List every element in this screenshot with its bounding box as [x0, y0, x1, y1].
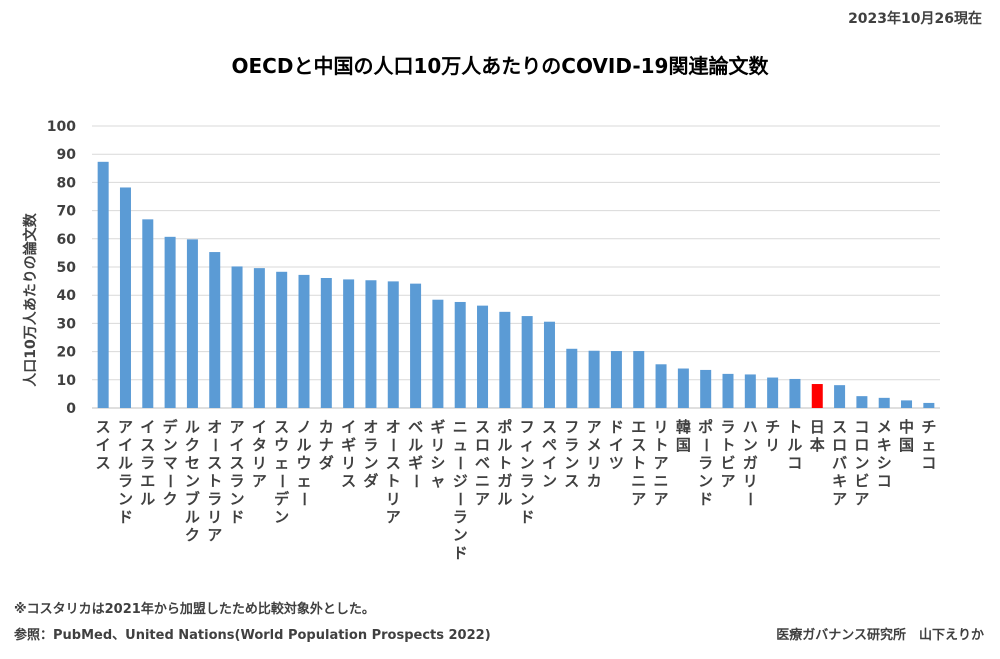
category-label: ポーランド — [696, 418, 715, 508]
y-tick-label: 30 — [57, 316, 77, 332]
category-label: イスラエル — [140, 418, 156, 508]
y-tick-label: 80 — [57, 175, 77, 191]
bar-ギリシャ — [432, 299, 444, 408]
bar-フランス — [566, 348, 578, 408]
bar-ドイツ — [610, 351, 622, 408]
category-label: デンマーク — [161, 418, 180, 508]
category-label: メキシコ — [876, 418, 892, 490]
bar-ニュージーランド — [454, 301, 466, 408]
category-label: スペイン — [541, 418, 557, 490]
bar-アイスランド — [231, 266, 243, 408]
category-label: トルコ — [787, 418, 803, 472]
category-label: スウェーデン — [272, 418, 291, 526]
category-label: スイス — [95, 418, 111, 472]
y-tick-label: 0 — [66, 401, 76, 417]
bar-イタリア — [253, 268, 265, 408]
y-tick-label: 20 — [57, 345, 77, 361]
bar-ラトビア — [722, 373, 734, 408]
bar-ノルウェー — [298, 274, 310, 408]
bar-コロンビア — [856, 396, 868, 408]
bar-デンマーク — [164, 236, 176, 408]
date-stamp: 2023年10月26現在 — [848, 11, 982, 27]
bar-スロベニア — [477, 305, 489, 408]
bar-アイルランド — [119, 187, 131, 408]
category-label: ギリシャ — [430, 418, 446, 490]
bar-スロバキア — [834, 385, 846, 408]
category-label: コロンビア — [854, 418, 870, 508]
category-label: アイスランド — [229, 418, 245, 526]
category-label: ニュージーランド — [451, 418, 470, 562]
bar-チリ — [767, 377, 779, 408]
y-tick-label: 60 — [57, 232, 77, 248]
bar-ポーランド — [700, 369, 712, 408]
category-label: エストニア — [631, 418, 647, 508]
category-label: ドイツ — [608, 418, 624, 472]
category-label: スロバキア — [832, 418, 848, 508]
category-label: 中国 — [899, 418, 915, 454]
y-tick-label: 40 — [57, 288, 77, 304]
bar-エストニア — [633, 351, 645, 408]
footnote: ※コスタリカは2021年から加盟したため比較対象外とした。 — [14, 602, 375, 617]
category-label: ポルトガル — [497, 418, 513, 508]
bar-スウェーデン — [276, 271, 288, 408]
bar-カナダ — [320, 277, 332, 408]
category-label: イギリス — [341, 418, 357, 490]
category-label: 韓国 — [675, 418, 691, 454]
bar-トルコ — [789, 378, 801, 408]
category-label: チェコ — [921, 418, 937, 472]
bar-ハンガリー — [744, 374, 756, 408]
bar-オーストラリア — [209, 252, 221, 408]
category-label: ノルウェー — [295, 418, 313, 507]
y-tick-label: 70 — [57, 204, 77, 220]
category-label: ラトビア — [720, 418, 736, 490]
bar-メキシコ — [878, 397, 890, 408]
category-label: フィンランド — [519, 418, 535, 526]
category-label: リトアニア — [653, 418, 669, 508]
y-tick-label: 10 — [57, 373, 77, 389]
y-tick-label: 90 — [57, 147, 77, 163]
category-label: 日本 — [809, 418, 825, 454]
source-note: 参照：PubMed、United Nations(World Populatio… — [14, 628, 491, 643]
category-label: オランダ — [363, 418, 379, 490]
bar-中国 — [901, 400, 913, 408]
bar-イスラエル — [142, 219, 154, 408]
bar-オーストリア — [387, 281, 399, 408]
bar-チェコ — [923, 402, 935, 408]
credit: 医療ガバナンス研究所 山下えりか — [776, 628, 984, 643]
bar-リトアニア — [655, 364, 667, 408]
category-label: オーストラリア — [205, 418, 224, 544]
category-label: カナダ — [318, 418, 334, 472]
category-label: ハンガリー — [741, 418, 760, 507]
bar-オランダ — [365, 280, 377, 408]
bar-フィンランド — [521, 316, 533, 408]
category-label: ルクセンブルク — [184, 418, 200, 544]
category-label: アイルランド — [117, 418, 133, 526]
bar-スイス — [97, 161, 109, 408]
bar-韓国 — [677, 368, 689, 408]
chart-title: OECDと中国の人口10万人あたりのCOVID-19関連論文数 — [231, 54, 769, 78]
category-label: スロベニア — [475, 418, 491, 508]
category-label: ベルギー — [406, 418, 425, 489]
y-tick-label: 50 — [57, 260, 77, 276]
category-label: フランス — [564, 418, 580, 490]
bar-ベルギー — [410, 283, 422, 408]
bar-アメリカ — [588, 350, 600, 408]
bar-イギリス — [343, 279, 355, 408]
bar-ポルトガル — [499, 311, 511, 408]
category-label: イタリア — [251, 418, 267, 490]
bar-日本 — [811, 384, 823, 408]
y-tick-label: 100 — [47, 119, 76, 135]
category-label: チリ — [765, 418, 781, 454]
category-label: オーストリア — [384, 418, 403, 526]
bar-スペイン — [543, 321, 555, 408]
bar-ルクセンブルク — [186, 239, 198, 408]
category-label: アメリカ — [586, 418, 602, 490]
